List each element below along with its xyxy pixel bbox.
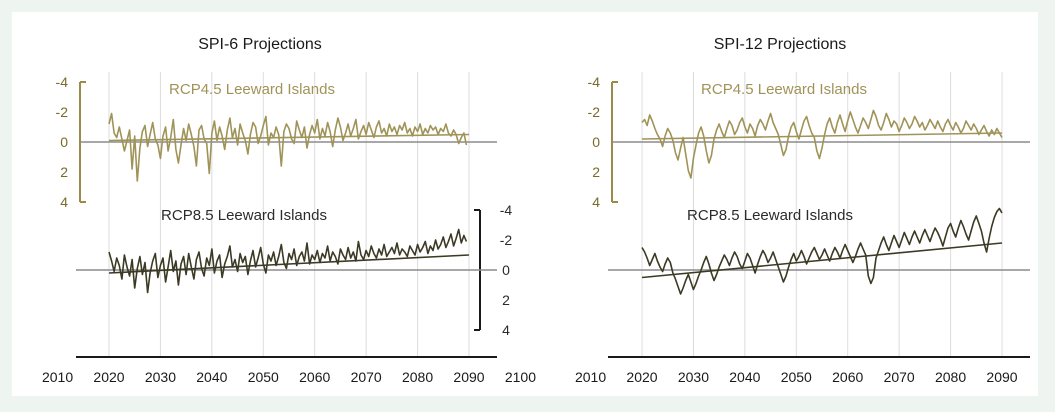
rcp85-trend-line bbox=[108, 254, 470, 274]
rcp45-trend-line bbox=[641, 132, 1003, 140]
x-tick-label: 2040 bbox=[196, 369, 227, 385]
y-tick-label: 0 bbox=[592, 134, 600, 150]
rcp85-series-line bbox=[641, 207, 1003, 295]
x-tick-label: 2020 bbox=[93, 369, 124, 385]
chart-title: SPI-6 Projections bbox=[198, 36, 322, 53]
x-tick-label: 2080 bbox=[935, 369, 966, 385]
y-tick-label: 4 bbox=[502, 322, 510, 338]
x-tick-label: 2070 bbox=[351, 369, 382, 385]
rcp45-series-line bbox=[108, 112, 468, 182]
x-tick-label: 2020 bbox=[626, 369, 657, 385]
x-tick-label: 2050 bbox=[248, 369, 279, 385]
x-tick-label: 2010 bbox=[42, 369, 73, 385]
x-tick-label: 2060 bbox=[832, 369, 863, 385]
rcp85-series-line bbox=[108, 228, 468, 294]
y-tick-label: -2 bbox=[588, 104, 601, 120]
rcp85-series-label: RCP8.5 Leeward Islands bbox=[687, 207, 853, 224]
x-tick-label: 2100 bbox=[505, 369, 536, 385]
rcp85-trend-line bbox=[641, 242, 1003, 279]
y-tick-label: -4 bbox=[500, 202, 513, 218]
y-tick-label: 4 bbox=[60, 194, 68, 210]
y-tick-label: -2 bbox=[500, 232, 513, 248]
x-tick-label: 2080 bbox=[402, 369, 433, 385]
x-tick-label: 2050 bbox=[781, 369, 812, 385]
x-tick-label: 2090 bbox=[986, 369, 1017, 385]
chart-title: SPI-12 Projections bbox=[714, 36, 847, 53]
y-tick-label: 2 bbox=[60, 164, 68, 180]
y-tick-label: 0 bbox=[60, 134, 68, 150]
x-tick-label: 2030 bbox=[145, 369, 176, 385]
y-tick-label: 2 bbox=[502, 292, 510, 308]
rcp85-series-label: RCP8.5 Leeward Islands bbox=[161, 207, 327, 224]
x-tick-label: 2010 bbox=[575, 369, 606, 385]
rcp45-series-label: RCP4.5 Leeward Islands bbox=[701, 81, 867, 98]
y-tick-label: -4 bbox=[56, 74, 69, 90]
y-tick-label: 4 bbox=[592, 194, 600, 210]
y-tick-label: -2 bbox=[56, 104, 69, 120]
rcp45-series-label: RCP4.5 Leeward Islands bbox=[169, 81, 335, 98]
x-tick-label: 2090 bbox=[453, 369, 484, 385]
rcp45-trend-line bbox=[108, 133, 470, 142]
y-tick-label: 0 bbox=[502, 262, 510, 278]
x-tick-label: 2060 bbox=[299, 369, 330, 385]
x-tick-label: 2030 bbox=[678, 369, 709, 385]
y-tick-label: -4 bbox=[588, 74, 601, 90]
x-tick-label: 2070 bbox=[884, 369, 915, 385]
y-tick-label: 2 bbox=[592, 164, 600, 180]
figure-panel: SPI-6 Projections 2010 2020 2030 2040 2050 206… bbox=[12, 12, 1038, 396]
x-tick-label: 2040 bbox=[729, 369, 760, 385]
rcp45-series-line bbox=[641, 109, 1003, 179]
